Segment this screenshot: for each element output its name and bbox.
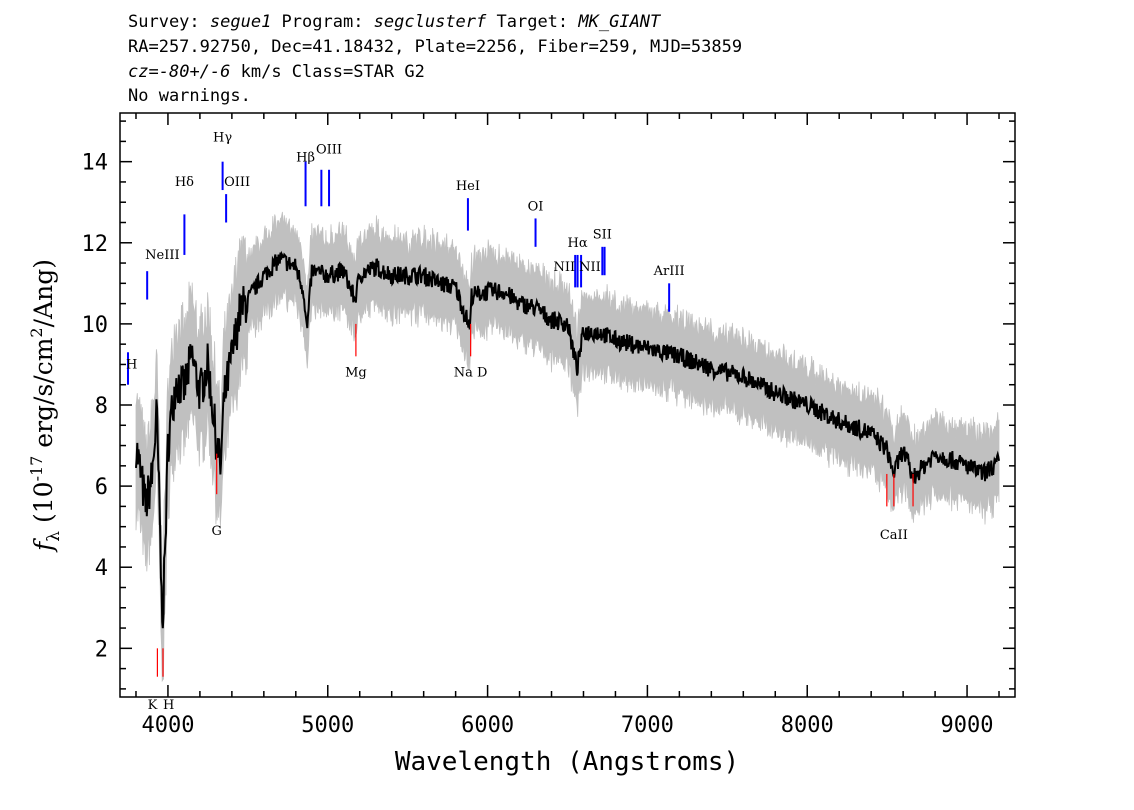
emission-line-label: OIII — [224, 175, 250, 190]
y-label-sub: λ — [44, 531, 64, 542]
spectrum-header-line-4: No warnings. — [128, 86, 251, 106]
absorption-line-label: CaII — [880, 528, 908, 543]
y-tick-label: 8 — [95, 394, 108, 419]
y-label-f: f — [29, 538, 58, 553]
emission-line-label: OI — [528, 199, 544, 214]
cz-equals: = — [148, 62, 159, 82]
spectrum-line — [135, 250, 1000, 629]
emission-line-label: H — [126, 358, 137, 373]
spectral-line-markers: HNeIIIHδHγOIIIHβOIIIHeIOINIIHαNIISIIArII… — [126, 130, 914, 713]
y-tick-label: 2 — [95, 637, 108, 662]
axis-ticks: 4000 5000 6000 7000 8000 9000 2 4 6 8 10 12 14 — [82, 113, 1015, 738]
cz-value: -80+/-6 — [158, 62, 231, 82]
y-label-rest: (10 — [29, 481, 58, 531]
emission-line-label: NII — [554, 260, 576, 275]
y-tick-label: 14 — [82, 151, 109, 176]
x-tick-label: 4000 — [141, 713, 194, 738]
y-label-sq: 2 — [27, 327, 46, 337]
emission-line-label: OIII — [316, 143, 342, 158]
spectrum-header-line-2: RA=257.92750, Dec=41.18432, Plate=2256, … — [128, 37, 743, 57]
absorption-line-label: G — [211, 524, 221, 539]
y-tick-label: 12 — [82, 232, 109, 257]
emission-line-label: ArIII — [653, 264, 685, 279]
x-axis-label: Wavelength (Angstroms) — [395, 747, 739, 777]
y-axis-label: fλ (10-17 erg/s/cm2/Ang) — [27, 259, 64, 553]
spectrum-header-line-3: cz=-80+/-6 km/s Class=STAR G2 — [128, 62, 425, 82]
cz-rest: km/s Class=STAR G2 — [230, 62, 425, 82]
target-label: Target: — [486, 12, 579, 32]
error-band-layer — [135, 211, 1000, 683]
x-tick-label: 6000 — [461, 713, 514, 738]
emission-line-label: NII — [579, 260, 601, 275]
target-value: MK_GIANT — [578, 12, 661, 32]
emission-line-label: NeIII — [145, 248, 179, 263]
y-label-units: erg/s/cm — [29, 337, 58, 455]
y-label-end: /Ang) — [29, 259, 58, 327]
absorption-line-label: Na D — [454, 366, 488, 381]
emission-line-label: Hγ — [213, 130, 232, 145]
x-tick-label: 8000 — [781, 713, 834, 738]
y-tick-label: 10 — [82, 313, 109, 338]
absorption-line-label: K — [148, 698, 158, 713]
cz-symbol: cz — [128, 62, 149, 82]
emission-line-label: Hδ — [175, 175, 194, 190]
x-tick-label: 9000 — [941, 713, 994, 738]
spectrum-layer — [135, 250, 1000, 629]
survey-label: Survey: — [128, 12, 210, 32]
survey-value: segue1 — [209, 12, 272, 32]
y-tick-label: 4 — [95, 556, 108, 581]
absorption-line-label: H — [163, 698, 174, 713]
absorption-line-label: Mg — [345, 366, 367, 381]
y-tick-label: 6 — [95, 475, 108, 500]
program-value: segclusterf — [373, 12, 487, 32]
emission-line-label: Hα — [568, 236, 588, 251]
x-tick-label: 7000 — [621, 713, 674, 738]
emission-line-label: Hβ — [296, 151, 315, 166]
y-label-exp: -17 — [27, 456, 46, 482]
program-label: Program: — [271, 12, 374, 32]
error-band — [135, 211, 1000, 683]
spectrum-header-line-1: Survey: segue1 Program: segclusterf Targ… — [128, 12, 660, 32]
emission-line-label: HeI — [456, 179, 480, 194]
emission-line-label: SII — [593, 228, 612, 243]
x-tick-label: 5000 — [301, 713, 354, 738]
